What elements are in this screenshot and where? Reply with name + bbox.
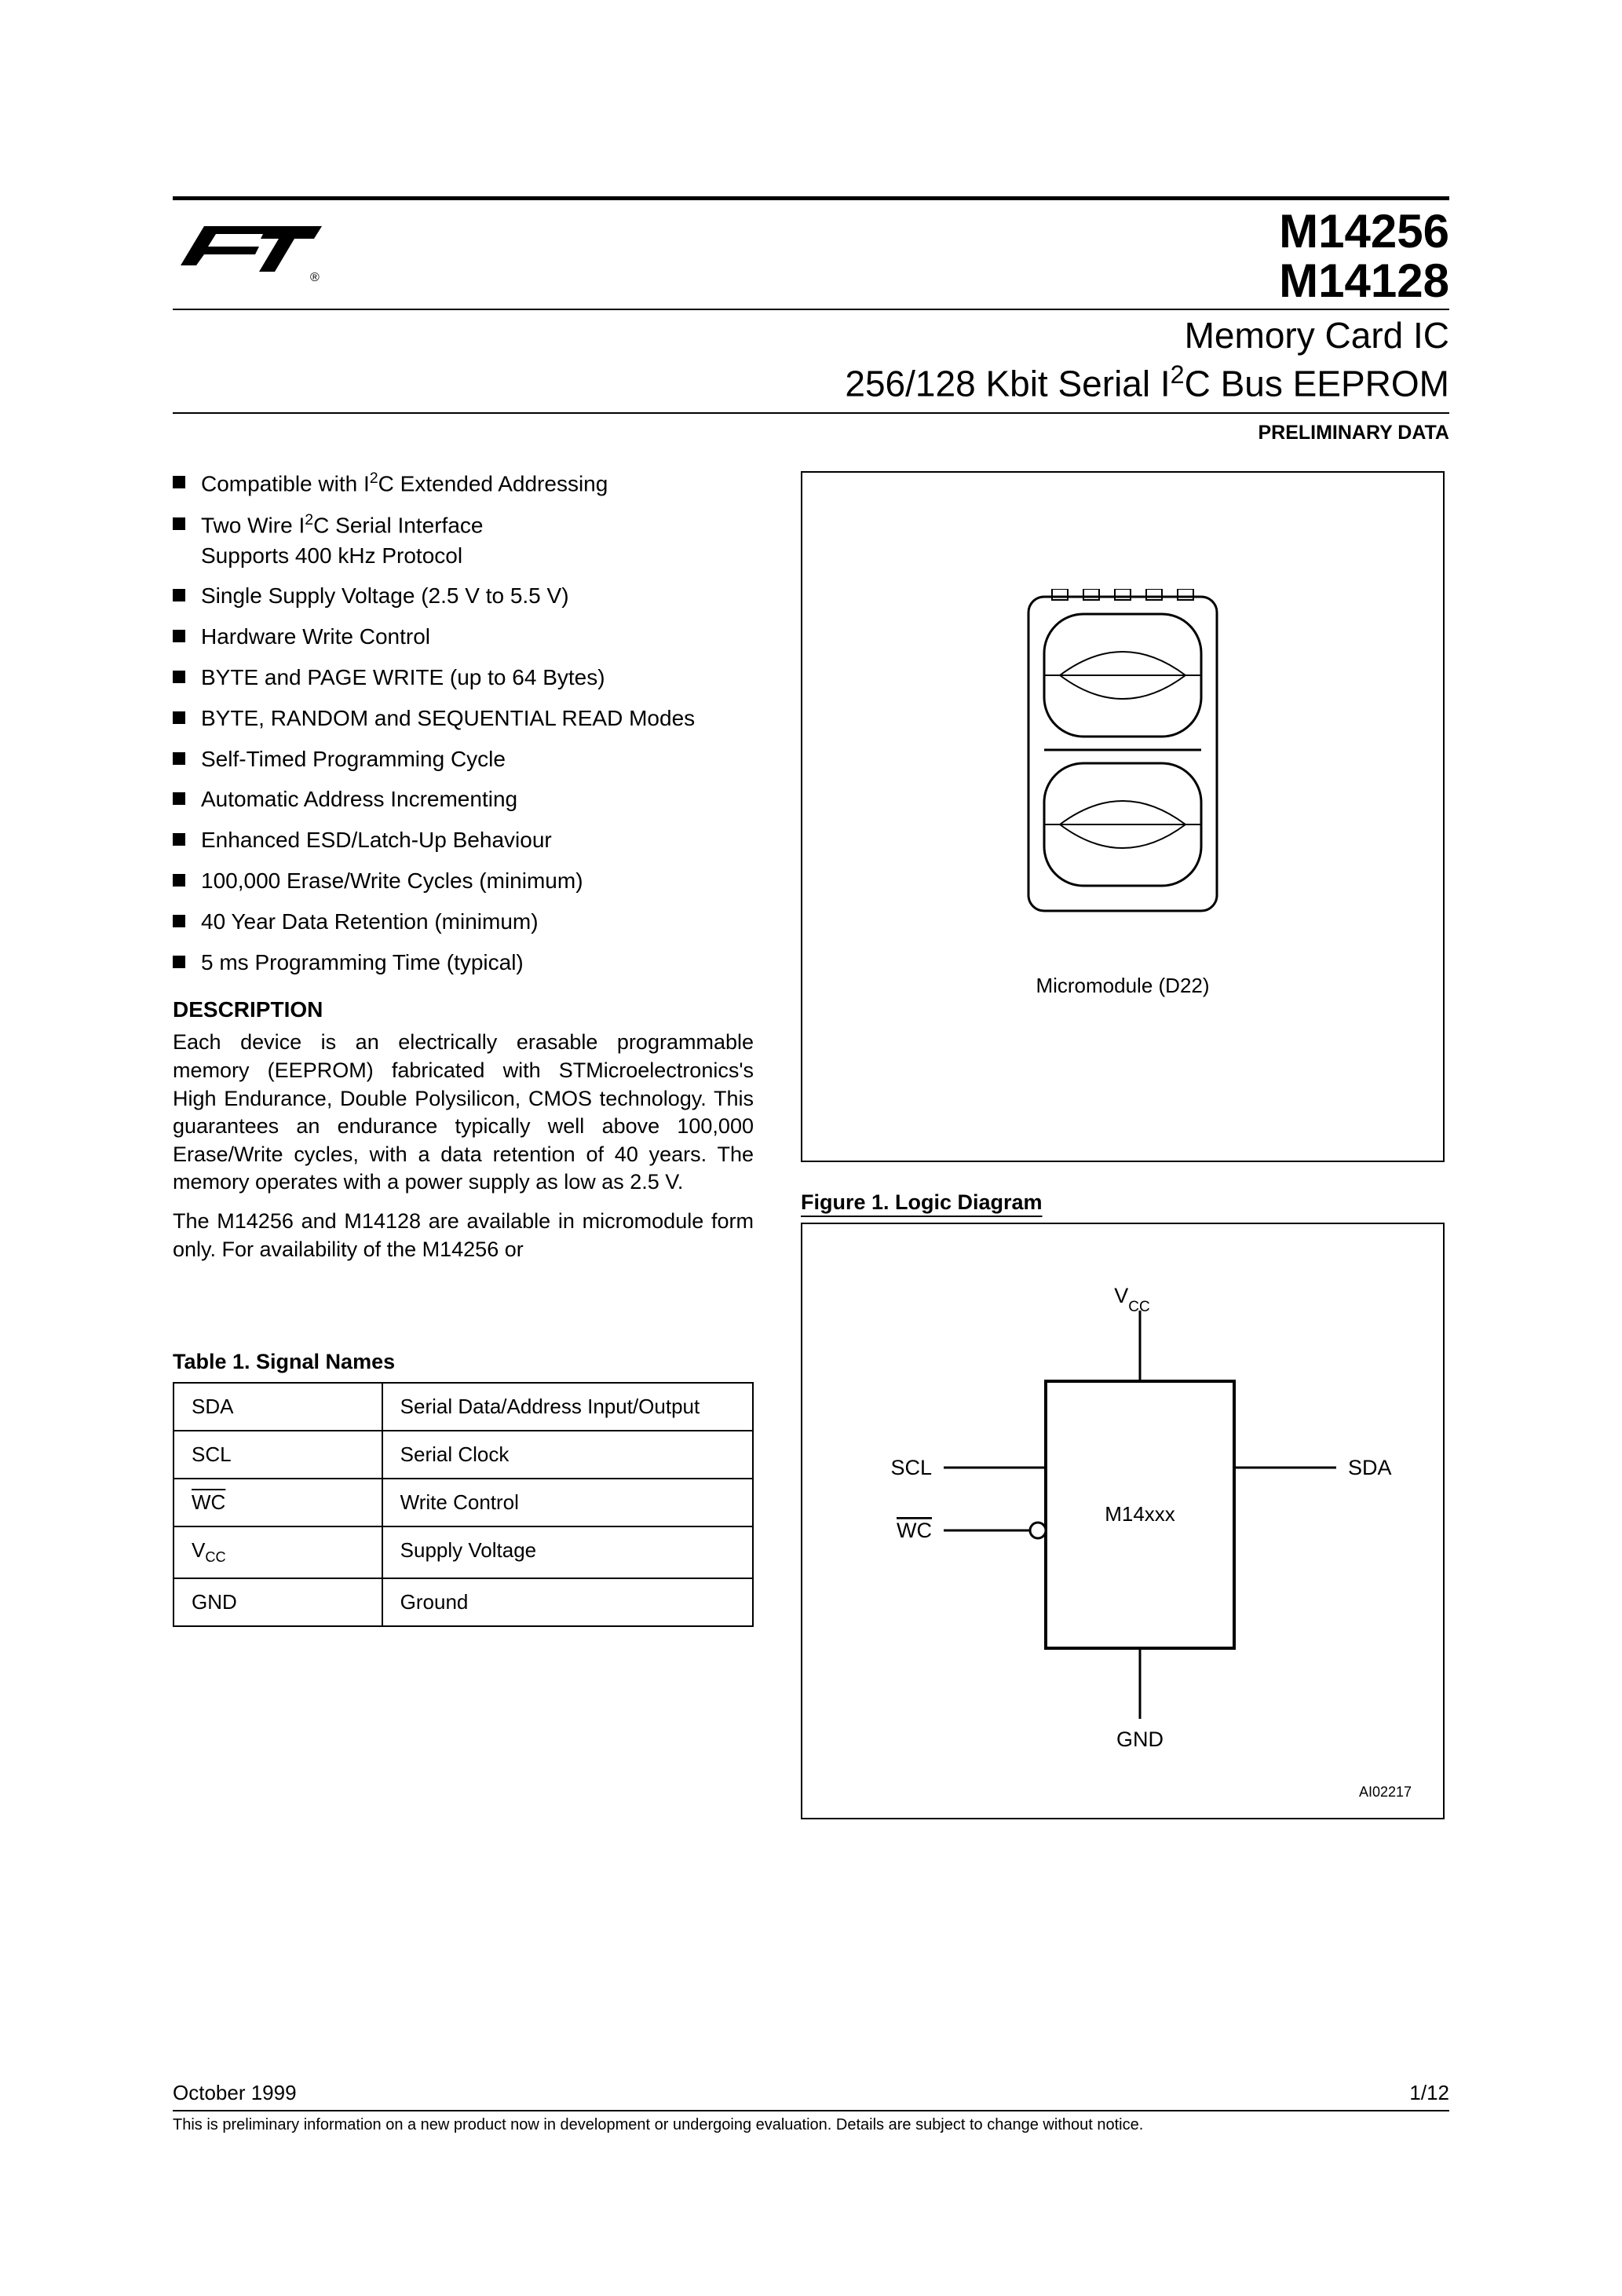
svg-text:SCL: SCL (890, 1456, 932, 1479)
table-row: WCWrite Control (174, 1479, 753, 1526)
st-logo: ® (173, 207, 330, 293)
desc-cell: Ground (382, 1578, 753, 1626)
figure1-title: Figure 1. Logic Diagram (801, 1190, 1445, 1215)
part-number-2: M14128 (1279, 256, 1449, 305)
logic-diagram: VCC GND SCL WC SDA M14xxx AI02217 (801, 1223, 1445, 1819)
svg-text:M14xxx: M14xxx (1105, 1502, 1175, 1526)
feature-list: Compatible with I2C Extended Addressing T… (173, 468, 754, 977)
desc-cell: Serial Clock (382, 1431, 753, 1479)
table-row: VCCSupply Voltage (174, 1526, 753, 1578)
svg-text:WC: WC (897, 1519, 932, 1542)
feature-item: BYTE and PAGE WRITE (up to 64 Bytes) (173, 663, 754, 693)
svg-text:®: ® (310, 271, 320, 284)
description-heading: DESCRIPTION (173, 997, 754, 1022)
feature-item: 40 Year Data Retention (minimum) (173, 907, 754, 937)
signal-cell: WC (174, 1479, 382, 1526)
part-number-1: M14256 (1279, 207, 1449, 256)
signal-table: SDASerial Data/Address Input/OutputSCLSe… (173, 1382, 754, 1626)
signal-cell: GND (174, 1578, 382, 1626)
description-p1: Each device is an electrically erasable … (173, 1029, 754, 1197)
feature-item: 100,000 Erase/Write Cycles (minimum) (173, 866, 754, 896)
feature-item: Compatible with I2C Extended Addressing (173, 468, 754, 499)
logic-diagram-svg: VCC GND SCL WC SDA M14xxx (802, 1224, 1443, 1818)
micromodule-icon (1005, 589, 1240, 919)
feature-item: Single Supply Voltage (2.5 V to 5.5 V) (173, 581, 754, 611)
table-row: SCLSerial Clock (174, 1431, 753, 1479)
desc-cell: Supply Voltage (382, 1526, 753, 1578)
table-row: SDASerial Data/Address Input/Output (174, 1383, 753, 1431)
feature-item: Automatic Address Incrementing (173, 784, 754, 814)
signal-cell: SDA (174, 1383, 382, 1431)
title-line1: Memory Card IC (173, 313, 1449, 359)
figure-ref: AI02217 (1359, 1784, 1412, 1801)
feature-item: Hardware Write Control (173, 622, 754, 652)
feature-item: BYTE, RANDOM and SEQUENTIAL READ Modes (173, 704, 754, 733)
svg-text:SDA: SDA (1348, 1456, 1392, 1479)
svg-text:VCC: VCC (1114, 1284, 1149, 1315)
feature-item: Two Wire I2C Serial InterfaceSupports 40… (173, 510, 754, 570)
signal-cell: SCL (174, 1431, 382, 1479)
feature-item: Self-Timed Programming Cycle (173, 744, 754, 774)
table-row: GNDGround (174, 1578, 753, 1626)
title-line2: 256/128 Kbit Serial I2C Bus EEPROM (173, 359, 1449, 407)
footer: October 1999 1/12 This is preliminary in… (173, 2081, 1449, 2134)
footer-page: 1/12 (1409, 2081, 1449, 2105)
feature-item: 5 ms Programming Time (typical) (173, 948, 754, 978)
signal-cell: VCC (174, 1526, 382, 1578)
package-figure: Micromodule (D22) (801, 471, 1445, 1162)
preliminary-label: PRELIMINARY DATA (173, 414, 1449, 468)
description-p2: The M14256 and M14128 are available in m… (173, 1208, 754, 1263)
footer-date: October 1999 (173, 2081, 297, 2105)
desc-cell: Serial Data/Address Input/Output (382, 1383, 753, 1431)
header: ® M14256 M14128 (173, 200, 1449, 309)
table1-title: Table 1. Signal Names (173, 1350, 754, 1374)
feature-item: Enhanced ESD/Latch-Up Behaviour (173, 825, 754, 855)
package-label: Micromodule (D22) (1036, 974, 1209, 998)
svg-text:GND: GND (1116, 1727, 1164, 1751)
footer-note: This is preliminary information on a new… (173, 2111, 1449, 2134)
doc-title: Memory Card IC 256/128 Kbit Serial I2C B… (173, 310, 1449, 412)
desc-cell: Write Control (382, 1479, 753, 1526)
